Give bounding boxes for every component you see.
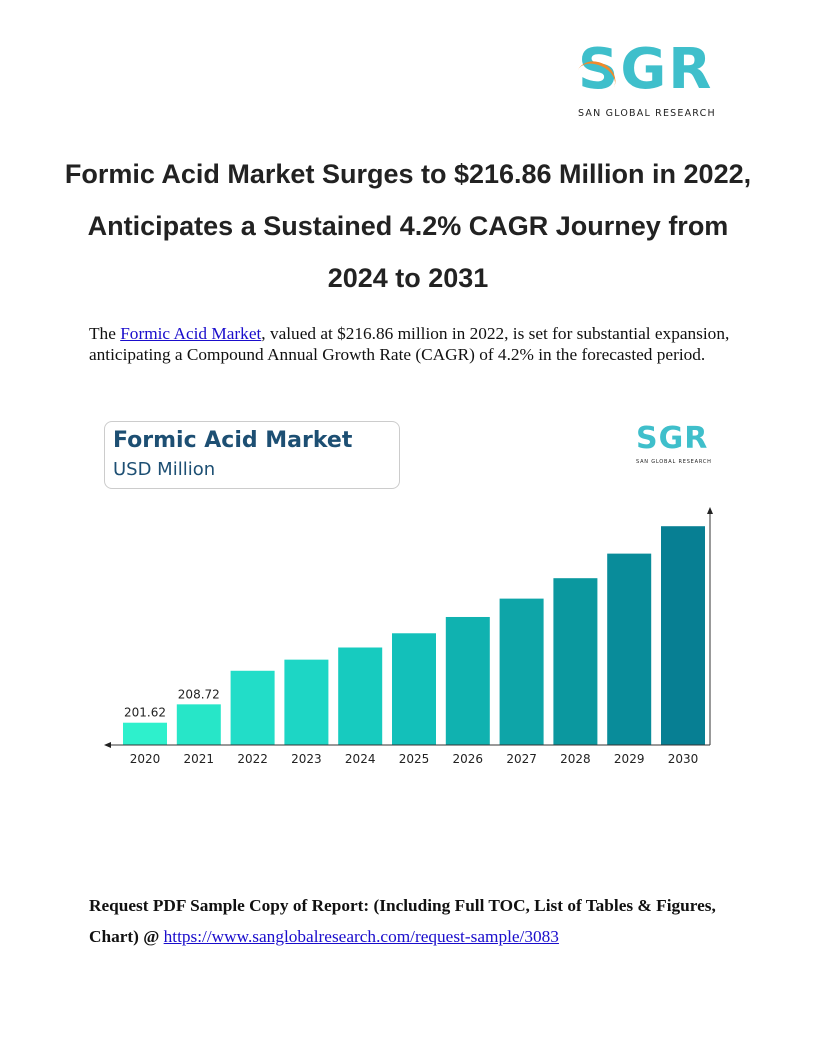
request-text: Request PDF Sample Copy of Report: (Incl… [89, 896, 716, 946]
x-tick-label: 2025 [399, 752, 430, 766]
sgr-logo: SGR SAN GLOBAL RESEARCH [570, 36, 738, 126]
y-axis-arrow-icon [707, 507, 713, 514]
x-tick-label: 2022 [237, 752, 268, 766]
bar-2021 [176, 704, 221, 745]
x-tick-label: 2029 [614, 752, 645, 766]
x-tick-label: 2023 [291, 752, 322, 766]
chart-title: Formic Acid Market [113, 428, 353, 453]
x-tick-label: 2028 [560, 752, 591, 766]
bar-2025 [392, 633, 436, 745]
data-label: 201.62 [124, 706, 166, 720]
bar-2022 [230, 670, 275, 745]
chart-logo: SGR SAN GLOBAL RESEARCH [636, 420, 712, 466]
intro-text-after: , valued at $216.86 million in 2022, is … [89, 324, 730, 364]
bar-2029 [607, 553, 652, 745]
chart-subtitle: USD Million [113, 459, 216, 480]
logo-name: SAN GLOBAL RESEARCH [578, 108, 716, 119]
market-link[interactable]: Formic Acid Market [120, 324, 262, 343]
x-tick-label: 2021 [184, 752, 215, 766]
bar-2027 [499, 598, 544, 745]
page-title: Formic Acid Market Surges to $216.86 Mil… [64, 159, 752, 293]
chart-logo-name: SAN GLOBAL RESEARCH [636, 459, 712, 465]
logo-letters: SGR [578, 37, 714, 102]
bar-2026 [445, 616, 490, 745]
data-label: 208.72 [178, 687, 220, 701]
x-tick-label: 2027 [506, 752, 537, 766]
bar-chart: 2020 201.62 2021 208.72 2022 2023 2024 2025 2026… [104, 507, 713, 766]
bar-2020 [123, 722, 167, 745]
x-tick-label: 2020 [130, 752, 161, 766]
request-paragraph: Request PDF Sample Copy of Report: (Incl… [89, 890, 739, 952]
bar-2028 [553, 578, 598, 745]
bar-2024 [338, 647, 383, 745]
x-tick-label: 2030 [668, 752, 699, 766]
x-tick-label: 2024 [345, 752, 376, 766]
intro-paragraph: The Formic Acid Market, valued at $216.8… [89, 323, 739, 365]
chart-logo-letters: SGR [636, 421, 709, 456]
bar-2030 [661, 526, 705, 745]
x-axis-arrow-icon [104, 742, 111, 748]
request-sample-link[interactable]: https://www.sanglobalresearch.com/reques… [163, 927, 559, 946]
bar-2023 [284, 659, 329, 745]
x-tick-label: 2026 [453, 752, 484, 766]
intro-text-before: The [89, 324, 121, 343]
chart-title-box: Formic Acid Market USD Million [104, 421, 400, 489]
